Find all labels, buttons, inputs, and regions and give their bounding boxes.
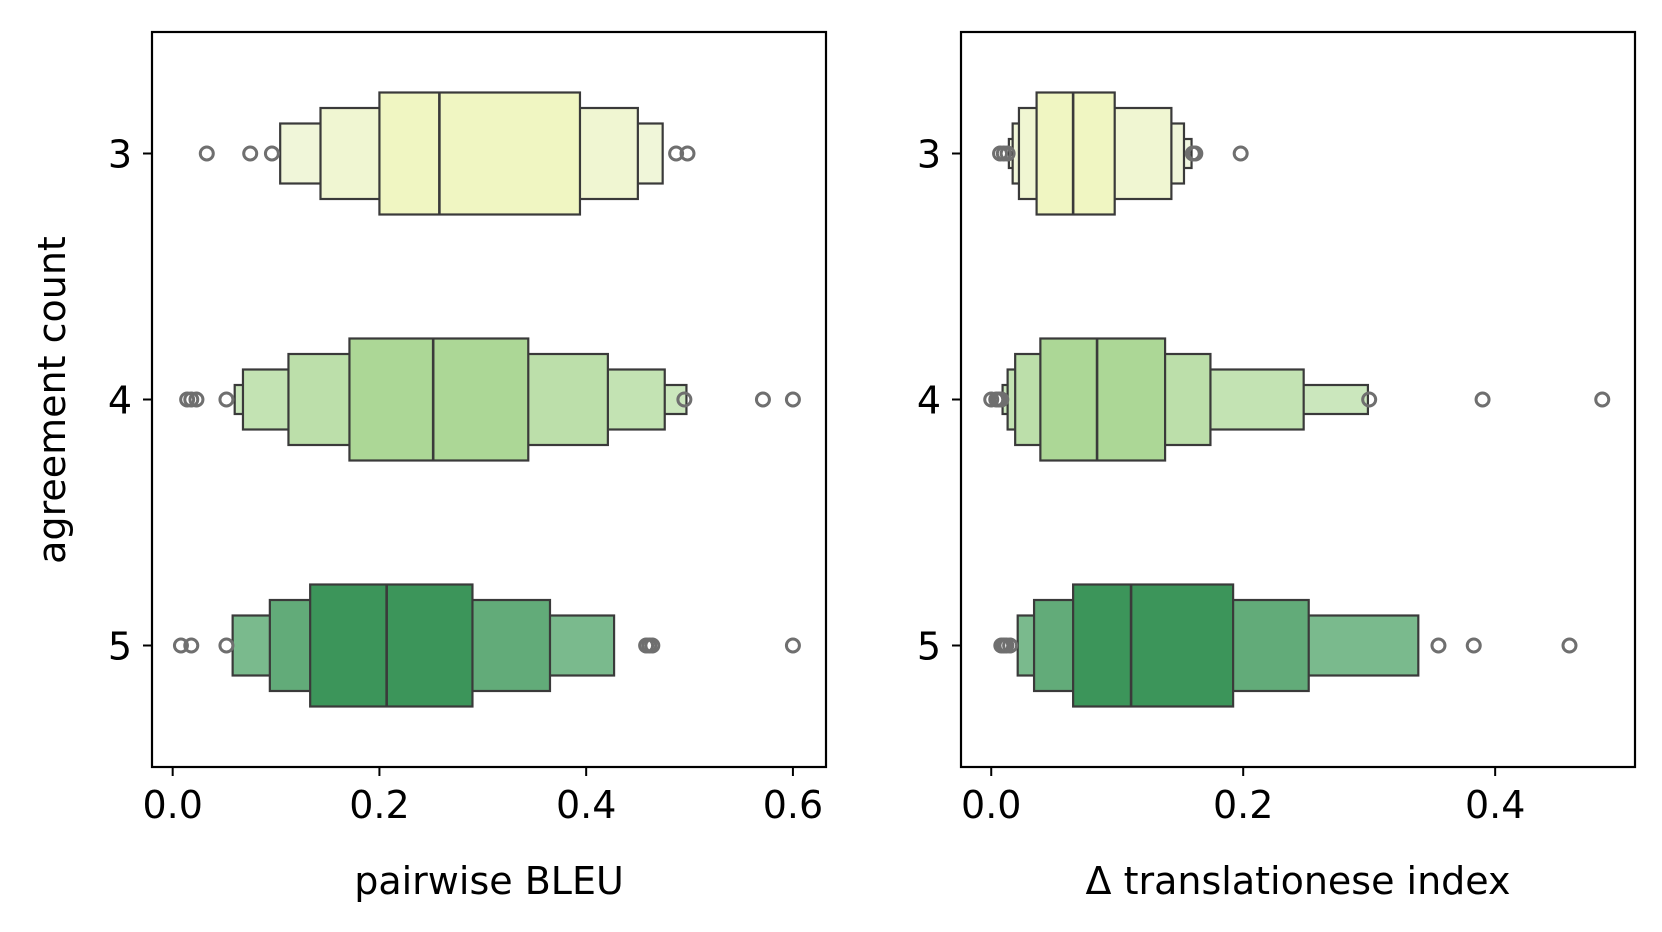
panel-2: 0.0 0.2 0.4 3 4 5 Δ translationese index (917, 30, 1637, 903)
outlier-point (188, 391, 205, 408)
x-tick-label: 0.0 (961, 783, 1021, 827)
boxen-group-5 (993, 583, 1578, 708)
outlier-point (183, 637, 200, 654)
x-tick-label: 0.0 (142, 783, 202, 827)
boxen-box (1039, 337, 1167, 462)
outlier-point (218, 637, 235, 654)
outlier-point (993, 391, 1010, 408)
outlier-point (668, 145, 685, 162)
outlier-point (784, 391, 801, 408)
outlier-point (1561, 637, 1578, 654)
y-tick-label: 3 (917, 133, 941, 177)
outlier-point (1361, 391, 1378, 408)
outlier-point (784, 637, 801, 654)
y-tick-label: 4 (917, 379, 941, 423)
outlier-point (183, 391, 200, 408)
x-tick-label: 0.2 (1213, 783, 1273, 827)
outlier-point (1474, 391, 1491, 408)
boxen-box (348, 337, 530, 462)
x-tick-label: 0.4 (1465, 783, 1525, 827)
boxen-group-4 (179, 337, 801, 462)
y-tick-label: 5 (108, 625, 132, 669)
outlier-point (172, 637, 189, 654)
outlier-point (1594, 391, 1611, 408)
y-tick-label: 3 (108, 133, 132, 177)
outlier-point (1002, 637, 1019, 654)
outlier-point (1232, 145, 1249, 162)
outlier-point (263, 145, 280, 162)
panel-1: 0.0 0.2 0.4 0.6 3 4 5 pairwise BLEU (108, 30, 828, 903)
boxen-box (309, 583, 474, 708)
outlier-point (983, 391, 1000, 408)
boxen-box (1035, 91, 1116, 216)
outlier-point (1187, 145, 1204, 162)
outlier-point (999, 145, 1016, 162)
outlier-point (242, 145, 259, 162)
x-tick-label: 0.4 (556, 783, 616, 827)
boxen-group-4 (983, 337, 1611, 462)
x-tick-label: 0.6 (763, 783, 823, 827)
outlier-point (218, 391, 235, 408)
boxen-group-3 (992, 91, 1249, 216)
outlier-point (644, 637, 661, 654)
y-tick-label: 4 (108, 379, 132, 423)
y-tick-label: 5 (917, 625, 941, 669)
x-axis-label: Δ translationese index (1086, 859, 1511, 903)
x-axis-label: pairwise BLEU (354, 859, 624, 903)
boxen-group-5 (172, 583, 801, 708)
outlier-point (676, 391, 693, 408)
boxen-box (1072, 583, 1235, 708)
boxen-group-3 (198, 91, 696, 216)
outlier-point (198, 145, 215, 162)
boxen-box (378, 91, 582, 216)
outlier-point (1465, 637, 1482, 654)
outlier-point (1430, 637, 1447, 654)
x-tick-label: 0.2 (349, 783, 409, 827)
outlier-point (754, 391, 771, 408)
outlier-point (679, 145, 696, 162)
y-axis-label: agreement count (30, 236, 74, 564)
